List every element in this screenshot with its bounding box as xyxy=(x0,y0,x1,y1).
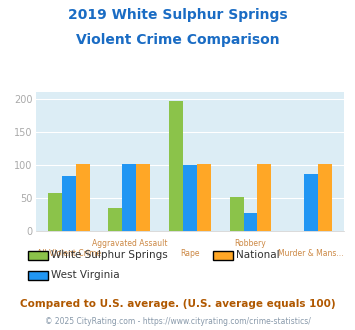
Text: Murder & Mans...: Murder & Mans... xyxy=(278,249,344,258)
Bar xyxy=(122,164,136,231)
Bar xyxy=(48,193,62,231)
Bar xyxy=(197,164,211,231)
Text: 2019 White Sulphur Springs: 2019 White Sulphur Springs xyxy=(68,8,287,22)
Bar xyxy=(244,213,257,231)
Bar xyxy=(304,174,318,231)
Bar xyxy=(318,164,332,231)
Text: Violent Crime Comparison: Violent Crime Comparison xyxy=(76,33,279,47)
Bar xyxy=(76,164,90,231)
Text: © 2025 CityRating.com - https://www.cityrating.com/crime-statistics/: © 2025 CityRating.com - https://www.city… xyxy=(45,317,310,326)
Bar xyxy=(136,164,150,231)
Text: Robbery: Robbery xyxy=(235,239,266,248)
Bar xyxy=(169,101,183,231)
Bar xyxy=(62,176,76,231)
Text: National: National xyxy=(236,250,280,260)
Bar xyxy=(109,208,122,231)
Bar xyxy=(183,165,197,231)
Text: Compared to U.S. average. (U.S. average equals 100): Compared to U.S. average. (U.S. average … xyxy=(20,299,335,309)
Text: Aggravated Assault: Aggravated Assault xyxy=(92,239,167,248)
Text: White Sulphur Springs: White Sulphur Springs xyxy=(51,250,168,260)
Text: Rape: Rape xyxy=(180,249,200,258)
Bar xyxy=(257,164,271,231)
Text: All Violent Crime: All Violent Crime xyxy=(37,249,101,258)
Text: West Virginia: West Virginia xyxy=(51,270,120,280)
Bar xyxy=(230,197,244,231)
